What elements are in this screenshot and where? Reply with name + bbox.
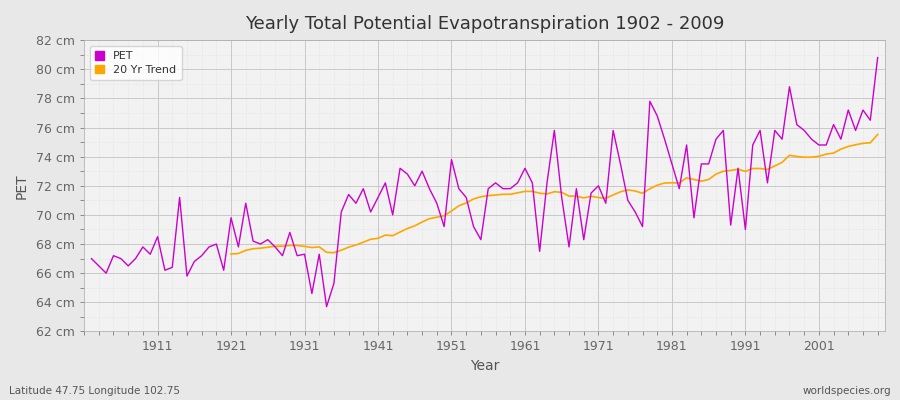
PET	[872, 55, 883, 60]
Legend: PET, 20 Yr Trend: PET, 20 Yr Trend	[90, 46, 182, 80]
Text: Latitude 47.75 Longitude 102.75: Latitude 47.75 Longitude 102.75	[9, 386, 180, 396]
PET	[461, 195, 472, 200]
PET	[166, 265, 177, 270]
20 Yr Trend	[762, 167, 773, 172]
Title: Yearly Total Potential Evapotranspiration 1902 - 2009: Yearly Total Potential Evapotranspiratio…	[245, 15, 724, 33]
Text: worldspecies.org: worldspecies.org	[803, 386, 891, 396]
PET	[770, 128, 780, 133]
20 Yr Trend	[872, 132, 883, 137]
20 Yr Trend	[711, 172, 722, 176]
20 Yr Trend	[454, 203, 464, 208]
Y-axis label: PET: PET	[15, 173, 29, 198]
PET	[865, 118, 876, 123]
X-axis label: Year: Year	[470, 359, 500, 373]
PET	[86, 256, 97, 261]
Line: PET: PET	[92, 58, 878, 307]
20 Yr Trend	[858, 141, 868, 146]
PET	[321, 304, 332, 309]
Line: 20 Yr Trend: 20 Yr Trend	[231, 134, 878, 254]
PET	[211, 242, 221, 246]
PET	[718, 128, 729, 133]
